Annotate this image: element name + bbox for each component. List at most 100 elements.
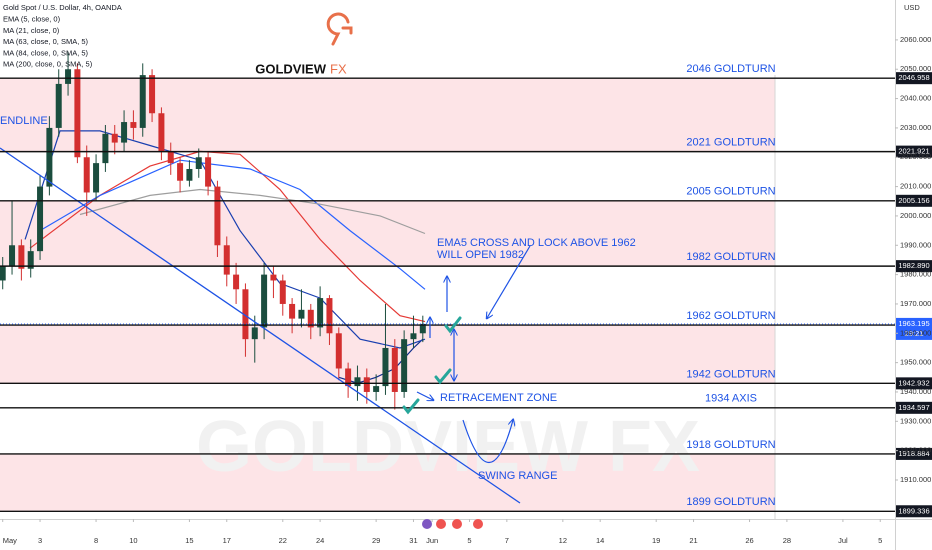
y-tick-label: 2000.000 <box>900 211 931 220</box>
level-label: 2005 GOLDTURN <box>686 186 775 198</box>
candles <box>0 51 426 410</box>
candle-body <box>317 298 324 328</box>
candle-body <box>307 309 314 328</box>
legend-entry: MA (84, close, 0, SMA, 5) <box>3 48 89 57</box>
candle-body <box>37 186 44 252</box>
legend: EMA (5, close, 0) MA (21, close, 0) MA (63… <box>3 14 93 68</box>
arrows <box>416 245 531 464</box>
y-tick-label: 2020.000 <box>900 152 931 161</box>
candle-body <box>65 69 72 84</box>
x-tick-label: 8 <box>94 536 98 545</box>
watermark: GOLDVIEW FX <box>196 407 700 487</box>
y-tick-label: 1930.000 <box>900 416 931 425</box>
candle-body <box>177 163 184 181</box>
level-label: 1942 GOLDTURN <box>686 368 775 380</box>
price-tag <box>896 145 932 158</box>
price-tag <box>896 401 932 414</box>
indicator-line <box>39 159 426 290</box>
y-ticks: 2060.000 2050.000 2040.000 2030.000 2020.000… <box>895 35 931 484</box>
x-ticks: May 3 8 10 15 17 22 24 29 31 Jun 5 7 12 14 19 21 26 28 Jul 5 <box>2 519 882 545</box>
zone <box>0 453 775 512</box>
logo-name: GOLDVIEW <box>255 61 327 76</box>
candle-body <box>401 339 408 392</box>
candle-body <box>335 333 342 369</box>
candle-body <box>9 245 16 266</box>
price-tag-label: 1982.890 <box>898 261 929 270</box>
swing-arrow <box>462 420 513 464</box>
candle-body <box>251 327 258 340</box>
arrow <box>416 391 433 400</box>
candle-body <box>93 163 100 193</box>
legend-entry: EMA (5, close, 0) <box>3 14 61 23</box>
candle-body <box>111 133 118 143</box>
x-tick-label: 28 <box>783 536 791 545</box>
candle-body <box>130 122 137 128</box>
y-tick-label: 1960.000 <box>900 328 931 337</box>
candle-body <box>158 113 165 152</box>
price-tag <box>896 260 932 273</box>
level-label: 1934 AXIS <box>705 393 757 405</box>
event-icon <box>436 519 446 529</box>
y-tick-label: 1940.000 <box>900 387 931 396</box>
x-tick-label: 17 <box>223 536 231 545</box>
candle-body <box>261 274 268 328</box>
candle-body <box>326 298 333 334</box>
x-tick-label: 21 <box>689 536 697 545</box>
candle-body <box>55 83 62 128</box>
candle-body <box>391 347 398 392</box>
annotation: SWING RANGE <box>478 470 557 482</box>
x-tick-label: 31 <box>409 536 417 545</box>
y-tick-label: 2060.000 <box>900 35 931 44</box>
x-tick-label: 5 <box>878 536 882 545</box>
x-tick-label: 26 <box>745 536 753 545</box>
y-tick-label: 2010.000 <box>900 182 931 191</box>
level-label: 1962 GOLDTURN <box>686 310 775 322</box>
candle-body <box>205 157 212 187</box>
price-tag-label: 2021.921 <box>898 147 929 156</box>
candle-body <box>410 333 417 340</box>
x-tick-label: 3 <box>38 536 42 545</box>
candle-body <box>149 75 156 114</box>
x-tick-label: 24 <box>316 536 324 545</box>
price-tag <box>896 194 932 207</box>
level-label: 1899 GOLDTURN <box>686 496 775 508</box>
y-tick-label: 1980.000 <box>900 270 931 279</box>
y-tick-label: 1990.000 <box>900 240 931 249</box>
check <box>402 398 420 415</box>
checkmarks <box>402 316 462 415</box>
candle-body <box>242 289 249 340</box>
y-tick-label: 2040.000 <box>900 94 931 103</box>
candle-body <box>223 245 230 275</box>
x-tick-label: Jul <box>838 536 848 545</box>
x-tick-label: 7 <box>505 536 509 545</box>
event-icon <box>422 519 432 529</box>
candle-body <box>279 280 286 304</box>
event-icon <box>473 519 483 529</box>
logo-suffix: FX <box>330 61 347 76</box>
x-tick-label: 22 <box>279 536 287 545</box>
levels: 2046 GOLDTURN 2046.958 2021 GOLDTURN 2021.9… <box>0 63 932 518</box>
price-tag-label: 2005.156 <box>898 196 929 205</box>
candle-body <box>195 157 202 169</box>
candle-body <box>83 157 90 193</box>
candle-body <box>382 347 389 387</box>
x-tick-label: 29 <box>372 536 380 545</box>
event-icons <box>422 519 483 529</box>
zones <box>0 78 775 512</box>
check <box>434 368 452 385</box>
y-tick-label: 1910.000 <box>900 475 931 484</box>
annotation: EMA5 CROSS AND LOCK ABOVE 1962 <box>437 237 636 249</box>
candle-body <box>139 75 146 128</box>
price-tag-label: 1918.884 <box>898 449 929 458</box>
candle-body <box>74 69 81 158</box>
candle-body <box>214 186 221 246</box>
candle-body <box>121 122 128 143</box>
level-label: 2021 GOLDTURN <box>686 137 775 149</box>
candle-body <box>233 274 240 290</box>
candle-body <box>298 309 305 319</box>
logo: GOLDVIEW FX <box>255 12 353 76</box>
y-tick-label: 2050.000 <box>900 64 931 73</box>
annotation: WILL OPEN 1982 <box>437 249 524 261</box>
x-tick-label: 19 <box>652 536 660 545</box>
legend-entry: MA (200, close, 0, SMA, 5) <box>3 60 93 69</box>
